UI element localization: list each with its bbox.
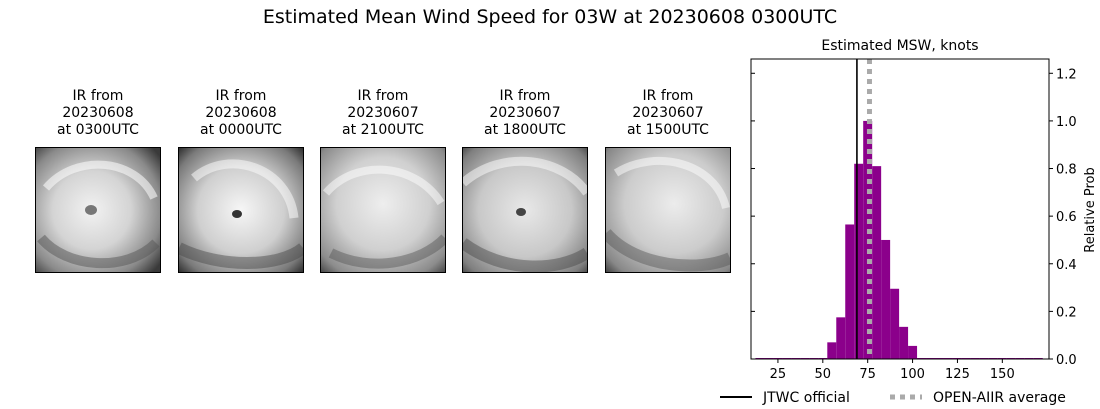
x-tick-label: 75 <box>859 367 876 382</box>
legend-label-openaiir: OPEN-AIIR average <box>933 390 1066 406</box>
ir-panel-title: IR from 20230607 at 1800UTC <box>484 88 566 138</box>
y-axis-label: Relative Prob <box>1083 167 1098 252</box>
ir-satellite-image <box>320 147 446 273</box>
histogram-bar-70 <box>854 163 864 359</box>
y-tick-label: 0.2 <box>1056 305 1077 320</box>
legend-label-jtwc: JTWC official <box>762 390 850 406</box>
ir-satellite-image <box>462 147 588 273</box>
figure-title: Estimated Mean Wind Speed for 03W at 202… <box>262 6 838 28</box>
ir-panel-3: IR from 20230607 at 2100UTC <box>320 88 446 273</box>
y-tick-label: 0.6 <box>1056 210 1077 225</box>
ir-panel-2: IR from 20230608 at 0000UTC <box>178 88 304 273</box>
histogram-bar-85 <box>881 239 891 359</box>
histogram-bar-55 <box>827 342 837 359</box>
ir-satellite-image <box>35 147 161 273</box>
histogram-bar-95 <box>899 326 909 359</box>
ir-panel-title: IR from 20230607 at 2100UTC <box>342 88 424 138</box>
legend: JTWC official OPEN-AIIR average <box>720 390 1066 406</box>
histogram-bar-65 <box>845 224 855 359</box>
x-tick-label: 150 <box>990 367 1015 382</box>
histogram-bar-80 <box>872 166 882 359</box>
y-tick-label: 0.0 <box>1056 353 1077 368</box>
y-tick-label: 1.2 <box>1056 67 1077 82</box>
ir-panel-title: IR from 20230607 at 1500UTC <box>627 88 709 138</box>
chart-title: Estimated MSW, knots <box>821 38 978 54</box>
histogram-bar-100 <box>908 345 918 359</box>
plot-frame <box>750 58 1050 360</box>
x-tick-label: 100 <box>900 367 925 382</box>
y-tick-label: 0.8 <box>1056 163 1077 178</box>
x-tick-label: 50 <box>815 367 832 382</box>
ir-panel-4: IR from 20230607 at 1800UTC <box>462 88 588 273</box>
histogram-bar-90 <box>890 288 900 359</box>
ir-satellite-image <box>605 147 731 273</box>
histogram-bar-60 <box>836 317 846 359</box>
y-tick-label: 0.4 <box>1056 258 1077 273</box>
x-tick-label: 25 <box>770 367 787 382</box>
y-tick-label: 1.0 <box>1056 115 1077 130</box>
ir-panel-1: IR from 20230608 at 0300UTC <box>35 88 161 273</box>
ir-satellite-image <box>178 147 304 273</box>
x-tick-label: 125 <box>945 367 970 382</box>
ir-panel-title: IR from 20230608 at 0000UTC <box>200 88 282 138</box>
ir-panel-5: IR from 20230607 at 1500UTC <box>605 88 731 273</box>
ir-panel-title: IR from 20230608 at 0300UTC <box>57 88 139 138</box>
